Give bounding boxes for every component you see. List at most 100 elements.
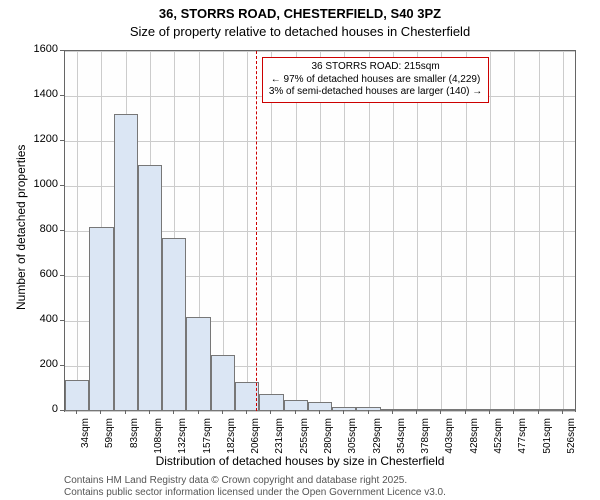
y-tick-label: 1600 (24, 43, 58, 55)
y-tick-label: 800 (24, 223, 58, 235)
histogram-bar (186, 317, 210, 412)
histogram-bar (381, 409, 405, 411)
histogram-bar (526, 409, 550, 411)
x-tick-label: 403sqm (444, 418, 455, 462)
grid-line (271, 51, 272, 411)
grid-line (296, 51, 297, 411)
x-tick-mark (270, 410, 271, 414)
grid-line (539, 51, 540, 411)
x-tick-label: 157sqm (202, 418, 213, 462)
grid-line (563, 51, 564, 411)
x-tick-label: 231sqm (274, 418, 285, 462)
histogram-bar (502, 409, 526, 411)
y-tick-label: 400 (24, 313, 58, 325)
grid-line (466, 51, 467, 411)
x-tick-mark (343, 410, 344, 414)
x-tick-label: 108sqm (153, 418, 164, 462)
chart-title-line2: Size of property relative to detached ho… (0, 24, 600, 39)
y-tick-mark (60, 365, 64, 366)
y-tick-label: 1200 (24, 133, 58, 145)
histogram-bar (405, 409, 429, 411)
x-tick-label: 526sqm (566, 418, 577, 462)
grid-line (77, 51, 78, 411)
x-tick-label: 452sqm (493, 418, 504, 462)
grid-line (417, 51, 418, 411)
y-tick-mark (60, 95, 64, 96)
histogram-bar (284, 400, 308, 411)
x-tick-label: 83sqm (129, 418, 140, 462)
y-tick-mark (60, 320, 64, 321)
histogram-bar (65, 380, 89, 412)
x-tick-mark (246, 410, 247, 414)
histogram-bar (114, 114, 138, 411)
x-tick-label: 501sqm (542, 418, 553, 462)
x-tick-mark (538, 410, 539, 414)
x-tick-mark (440, 410, 441, 414)
y-tick-mark (60, 410, 64, 411)
x-tick-mark (100, 410, 101, 414)
histogram-bar (89, 227, 113, 412)
x-tick-mark (465, 410, 466, 414)
histogram-bar (551, 409, 575, 411)
histogram-bar (259, 394, 283, 411)
x-tick-mark (125, 410, 126, 414)
annotation-line: ← 97% of detached houses are smaller (4,… (269, 74, 482, 87)
histogram-bar (356, 407, 380, 412)
annotation-box: 36 STORRS ROAD: 215sqm← 97% of detached … (262, 57, 489, 103)
y-tick-mark (60, 50, 64, 51)
x-tick-label: 255sqm (299, 418, 310, 462)
annotation-line: 36 STORRS ROAD: 215sqm (269, 61, 482, 74)
y-tick-mark (60, 230, 64, 231)
x-tick-mark (513, 410, 514, 414)
x-tick-label: 34sqm (80, 418, 91, 462)
x-tick-label: 428sqm (469, 418, 480, 462)
x-tick-label: 378sqm (420, 418, 431, 462)
x-tick-label: 182sqm (226, 418, 237, 462)
x-tick-mark (392, 410, 393, 414)
y-tick-label: 200 (24, 358, 58, 370)
grid-line (369, 51, 370, 411)
histogram-bar (211, 355, 235, 411)
grid-line (441, 51, 442, 411)
footer-credit-2: Contains public sector information licen… (64, 486, 446, 499)
x-tick-label: 59sqm (104, 418, 115, 462)
grid-line (247, 51, 248, 411)
x-tick-label: 206sqm (250, 418, 261, 462)
y-tick-label: 1400 (24, 88, 58, 100)
histogram-bar (138, 165, 162, 411)
x-tick-mark (173, 410, 174, 414)
x-tick-mark (368, 410, 369, 414)
x-tick-label: 354sqm (396, 418, 407, 462)
x-tick-mark (319, 410, 320, 414)
grid-line (320, 51, 321, 411)
annotation-line: 3% of semi-detached houses are larger (1… (269, 86, 482, 99)
histogram-bar (429, 409, 453, 411)
grid-line (514, 51, 515, 411)
x-tick-label: 477sqm (517, 418, 528, 462)
x-tick-mark (222, 410, 223, 414)
marker-line (256, 51, 257, 411)
x-tick-label: 280sqm (323, 418, 334, 462)
chart-container: 36, STORRS ROAD, CHESTERFIELD, S40 3PZ S… (0, 0, 600, 500)
y-tick-mark (60, 140, 64, 141)
grid-line (65, 411, 575, 412)
x-tick-mark (295, 410, 296, 414)
y-tick-label: 0 (24, 403, 58, 415)
y-tick-label: 600 (24, 268, 58, 280)
x-tick-mark (149, 410, 150, 414)
y-tick-label: 1000 (24, 178, 58, 190)
histogram-bar (454, 409, 478, 411)
grid-line (490, 51, 491, 411)
x-tick-label: 305sqm (347, 418, 358, 462)
x-tick-mark (489, 410, 490, 414)
histogram-bar (332, 407, 356, 411)
grid-line (393, 51, 394, 411)
y-tick-mark (60, 275, 64, 276)
histogram-bar (162, 238, 186, 411)
x-tick-mark (416, 410, 417, 414)
y-tick-mark (60, 185, 64, 186)
x-tick-mark (562, 410, 563, 414)
grid-line (344, 51, 345, 411)
x-tick-mark (198, 410, 199, 414)
x-tick-label: 329sqm (372, 418, 383, 462)
